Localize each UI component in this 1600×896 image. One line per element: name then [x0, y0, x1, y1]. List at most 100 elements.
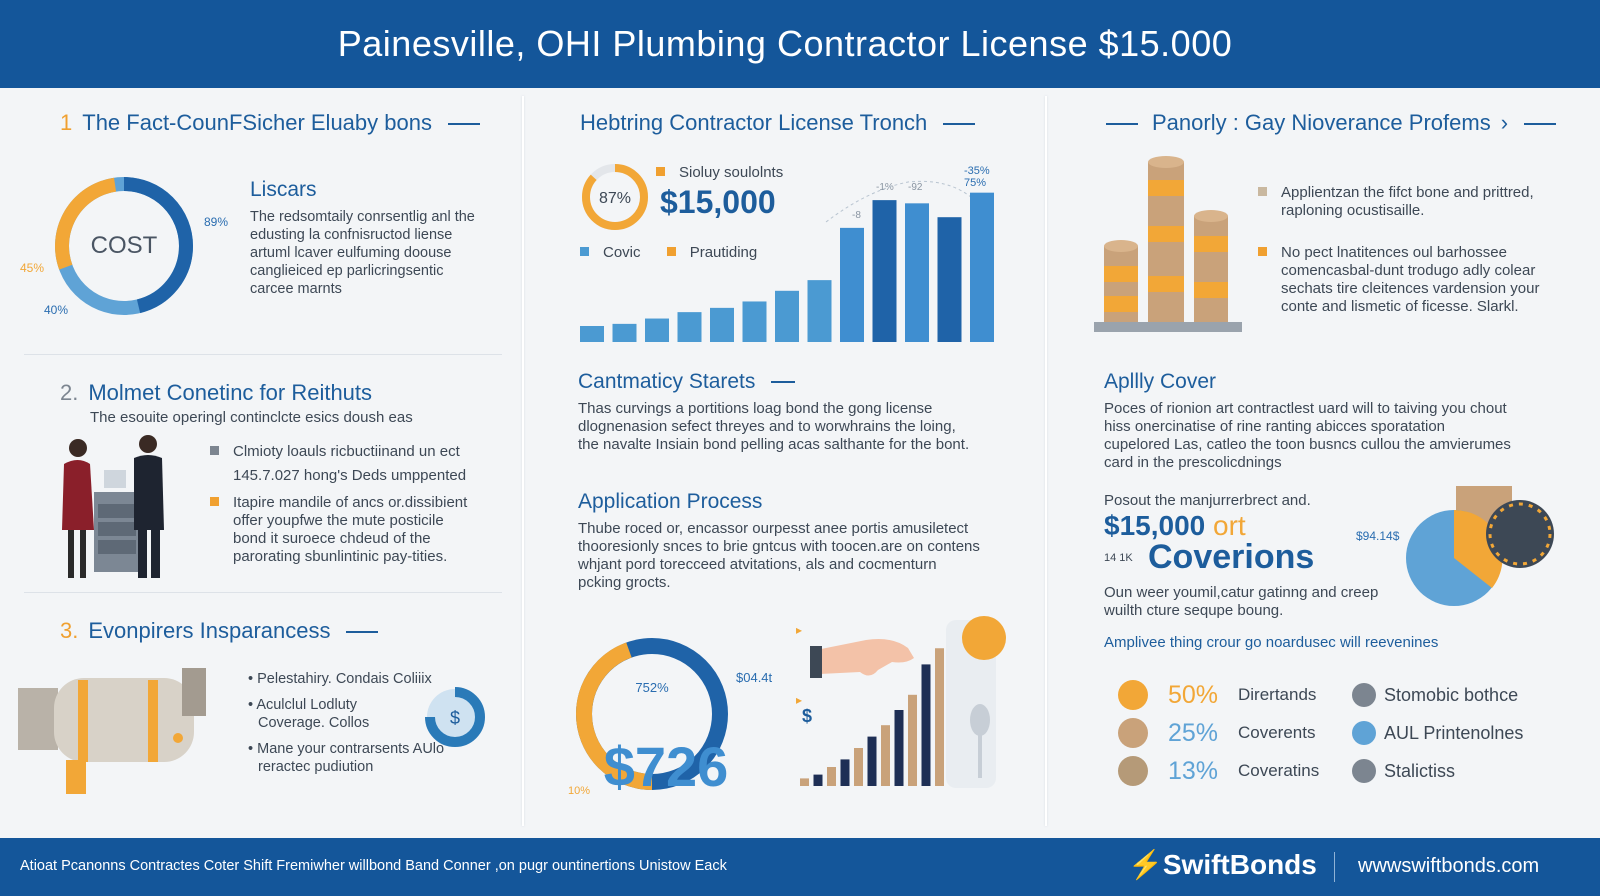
mini-bar-1: [800, 778, 809, 786]
contractor-meeting-illustration: [62, 435, 164, 578]
stat-row-3: 13% Coveratins Stalictiss: [1118, 756, 1455, 786]
column-divider: [522, 96, 524, 826]
apply-title: Apllly Cover: [1104, 370, 1217, 393]
bar-2: [612, 323, 637, 342]
col3-item-1: Applientzan the fifct bone and prittred,…: [1258, 184, 1534, 220]
license-gauge: 87%: [582, 164, 648, 230]
bar-4: [677, 312, 702, 342]
chart2-body: Thas curvings a portitions loag bond the…: [578, 400, 970, 453]
cost-donut-chart: COST 89% 45% 40%: [20, 177, 228, 317]
legend-top: Sioluy soulolnts: [656, 164, 783, 182]
chart2-title: Cantmaticy Starets: [578, 370, 796, 394]
stats-list-title: Amplivee thing crour go noardusec will r…: [1104, 634, 1439, 651]
stat-icon: [1352, 721, 1376, 745]
mini-bar-11: [935, 648, 944, 786]
coverage-amount: $15,000 ort: [1104, 510, 1246, 541]
coverage-shield-icon: $: [425, 687, 485, 747]
stat-row-1: 50% Dirertands Stomobic bothce: [1118, 680, 1518, 710]
mini-bar-10: [921, 664, 931, 786]
mini-bar-6: [867, 736, 877, 786]
bar-9: [840, 227, 864, 342]
page-header: Painesville, OHI Plumbing Contractor Lic…: [0, 0, 1600, 88]
annotation-4: -92: [908, 182, 923, 193]
column-3-heading: Panorly : Gay Nioverance Profems ›: [1106, 110, 1557, 136]
section-2-subtitle: The esouite operingl continclcte esics d…: [90, 409, 413, 426]
svg-text:$: $: [450, 708, 460, 728]
bar-8: [807, 280, 832, 342]
stat-icon: [1352, 759, 1376, 783]
dollar-icon: $: [802, 706, 812, 726]
mini-bar-4: [840, 759, 850, 786]
gauge-pct: 87%: [599, 190, 631, 207]
footer-divider: [1334, 852, 1335, 882]
bar-1: [580, 326, 604, 342]
pipe-valve-illustration: [18, 668, 206, 794]
license-bar-chart: -35% 75% -1% -92 -8: [580, 165, 994, 342]
row-divider: [24, 354, 502, 355]
bar-10: [872, 200, 897, 342]
apply-body: Poces of rionion art contractlest uard w…: [1104, 400, 1511, 471]
mini-bar-5: [854, 748, 863, 786]
process-body: Thube roced or, encassor ourpesst anee p…: [578, 520, 980, 591]
annotation-1: -35%: [964, 165, 990, 177]
bar-11: [905, 203, 929, 342]
donut-ring-blue: [55, 177, 193, 315]
column-divider: [1045, 96, 1047, 826]
process-title: Application Process: [578, 490, 763, 513]
bar-13: [970, 192, 994, 342]
coverage-small-label: 14 1K: [1104, 552, 1133, 564]
section-2-item-1: Clmioty loauls ricbuctiinand un ect 145.…: [210, 440, 466, 488]
mini-bar-8: [894, 710, 904, 786]
liscars-title: Liscars: [250, 178, 317, 201]
col3-item-2: No pect lnatitences oul barhossee comenc…: [1258, 244, 1539, 316]
section-3-heading: 3. Evonpirers Insparancess: [60, 618, 379, 644]
bar-5: [710, 307, 734, 342]
annotation-2: 75%: [964, 177, 986, 189]
payment-mini-chart: ▸ ▸ $: [796, 616, 1006, 788]
svg-text:▸: ▸: [796, 623, 802, 637]
column-2-heading: Hebtring Contractor License Tronch: [580, 110, 976, 136]
donut-pct-bottom: 40%: [44, 303, 68, 317]
stat-dot: [1118, 718, 1148, 748]
cost-ring-chart: 752% $04.4t 10% $726: [568, 638, 773, 798]
chart-legend: Covic Prautiding: [580, 244, 757, 262]
coverage-intro: Posout the manjurrerbrect and.: [1104, 492, 1311, 509]
row-divider: [24, 592, 502, 593]
svg-text:▸: ▸: [796, 693, 802, 707]
coverage-pie-chart: $94.14$: [1356, 486, 1554, 606]
brand-logo[interactable]: ⚡SwiftBonds: [1128, 849, 1317, 880]
section-2-item-2: Itapire mandile of ancs or.dissibient of…: [210, 494, 467, 566]
page-footer: Atioat Pcanonns Contractes Coter Shift F…: [0, 838, 1600, 896]
ring-bottom-label: 10%: [568, 785, 590, 797]
page-title: Painesville, OHI Plumbing Contractor Lic…: [337, 23, 1233, 64]
stat-dot: [1118, 680, 1148, 710]
coverage-body: Oun weer youmil,catur gatinng and creep w…: [1104, 584, 1379, 619]
bar-6: [742, 301, 767, 342]
ring-pct: 752%: [635, 680, 669, 695]
liscars-body: The redsomtaily conrsentlig anl the edust…: [250, 209, 475, 297]
section-1-heading: 1 The Fact-CounFSicher Eluaby bons: [60, 110, 480, 136]
mini-bar-9: [908, 694, 917, 786]
bar-7: [775, 290, 799, 342]
annotation-3: -1%: [876, 182, 894, 193]
license-amount: $15,000: [660, 184, 776, 220]
footer-text: Atioat Pcanonns Contractes Coter Shift F…: [20, 858, 727, 874]
bar-12: [937, 217, 962, 342]
donut-pct-left: 45%: [20, 261, 44, 275]
mini-bar-3: [827, 767, 836, 786]
website-link[interactable]: wwwswiftbonds.com: [1358, 855, 1540, 877]
donut-center-label: COST: [91, 232, 158, 259]
stat-dot: [1118, 756, 1148, 786]
section-3-list: • Pelestahiry. Condais Coliiix • Aculclu…: [248, 671, 445, 775]
stat-icon: [1352, 683, 1376, 707]
mini-bar-2: [813, 774, 823, 786]
coverage-big-title: Coverions: [1148, 538, 1315, 576]
donut-pct-right: 89%: [204, 215, 228, 229]
coin-stacks-illustration: [1094, 156, 1242, 332]
pie-label: $94.14$: [1356, 529, 1400, 543]
ring-side-label: $04.4t: [736, 670, 773, 685]
ring-big-value: $726: [604, 735, 729, 798]
mini-bar-7: [881, 725, 890, 786]
section-2-heading: 2. Molmet Conetinc for Reithuts: [60, 380, 373, 405]
annotation-5: -8: [852, 210, 861, 221]
